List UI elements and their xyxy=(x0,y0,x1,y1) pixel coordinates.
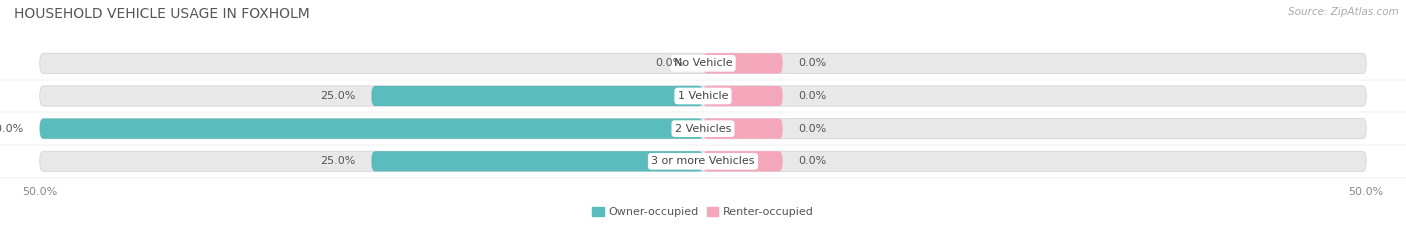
FancyBboxPatch shape xyxy=(39,53,1367,73)
Text: 0.0%: 0.0% xyxy=(799,58,827,68)
FancyBboxPatch shape xyxy=(371,151,703,172)
FancyBboxPatch shape xyxy=(703,151,783,172)
FancyBboxPatch shape xyxy=(39,119,703,139)
Text: 50.0%: 50.0% xyxy=(0,124,24,134)
Text: 25.0%: 25.0% xyxy=(321,156,356,166)
Text: 25.0%: 25.0% xyxy=(321,91,356,101)
Text: 1 Vehicle: 1 Vehicle xyxy=(678,91,728,101)
Text: 0.0%: 0.0% xyxy=(655,58,683,68)
FancyBboxPatch shape xyxy=(39,151,1367,172)
FancyBboxPatch shape xyxy=(39,86,1367,106)
FancyBboxPatch shape xyxy=(371,86,703,106)
FancyBboxPatch shape xyxy=(39,119,1367,139)
Text: HOUSEHOLD VEHICLE USAGE IN FOXHOLM: HOUSEHOLD VEHICLE USAGE IN FOXHOLM xyxy=(14,7,309,21)
Text: 0.0%: 0.0% xyxy=(799,91,827,101)
FancyBboxPatch shape xyxy=(703,86,783,106)
FancyBboxPatch shape xyxy=(703,119,783,139)
Legend: Owner-occupied, Renter-occupied: Owner-occupied, Renter-occupied xyxy=(588,203,818,222)
Text: 2 Vehicles: 2 Vehicles xyxy=(675,124,731,134)
Text: No Vehicle: No Vehicle xyxy=(673,58,733,68)
FancyBboxPatch shape xyxy=(703,53,783,73)
Text: Source: ZipAtlas.com: Source: ZipAtlas.com xyxy=(1288,7,1399,17)
Text: 0.0%: 0.0% xyxy=(799,156,827,166)
Text: 0.0%: 0.0% xyxy=(799,124,827,134)
Text: 3 or more Vehicles: 3 or more Vehicles xyxy=(651,156,755,166)
